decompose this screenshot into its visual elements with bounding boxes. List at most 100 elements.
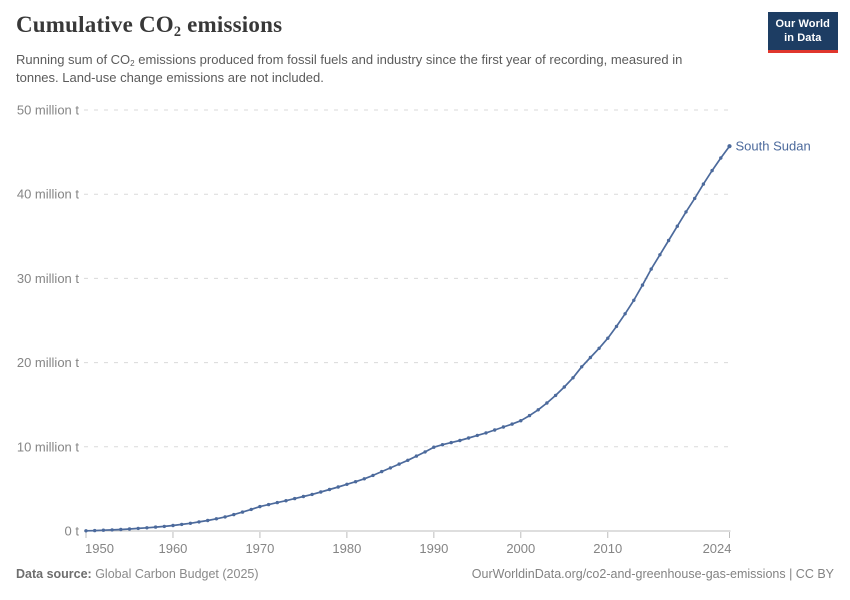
y-axis-tick-label: 0 t	[65, 524, 80, 539]
data-point-marker[interactable]	[371, 473, 375, 478]
series-label-south-sudan[interactable]: South Sudan	[736, 139, 811, 154]
data-point-marker[interactable]	[545, 401, 549, 405]
data-point-marker[interactable]	[345, 482, 349, 486]
data-point-marker[interactable]	[658, 253, 662, 257]
logo-line-2: in Data	[784, 32, 822, 45]
data-point-marker[interactable]	[397, 462, 401, 466]
data-source-value: Global Carbon Budget (2025)	[91, 567, 259, 581]
data-point-marker[interactable]	[336, 485, 340, 489]
data-point-marker[interactable]	[206, 518, 210, 523]
data-source-label: Data source:	[16, 567, 92, 581]
y-axis-tick-label: 30 million t	[17, 271, 80, 286]
data-point-marker[interactable]	[406, 458, 410, 462]
data-point-marker[interactable]	[93, 528, 97, 533]
x-axis-tick-label: 1970	[245, 541, 274, 556]
data-point-marker[interactable]	[519, 419, 523, 423]
data-point-marker[interactable]	[388, 466, 393, 470]
data-point-marker[interactable]	[153, 525, 158, 529]
data-point-marker[interactable]	[475, 433, 479, 438]
owid-logo[interactable]: Our World in Data	[767, 12, 838, 53]
title-text-post: emissions	[181, 12, 283, 37]
data-point-marker[interactable]	[197, 520, 201, 524]
data-point-marker[interactable]	[214, 517, 219, 521]
data-point-marker[interactable]	[301, 494, 306, 499]
x-axis-tick-label: 1980	[332, 541, 361, 556]
data-point-marker[interactable]	[632, 298, 636, 302]
title-text: Cumulative CO	[16, 12, 174, 37]
data-point-marker[interactable]	[553, 393, 558, 398]
data-point-marker[interactable]	[710, 168, 714, 173]
data-point-marker[interactable]	[440, 443, 445, 447]
data-point-marker[interactable]	[666, 238, 671, 243]
x-axis-tick-label: 2010	[593, 541, 622, 556]
data-point-marker[interactable]	[423, 450, 427, 454]
data-point-marker[interactable]	[597, 346, 601, 350]
data-point-marker[interactable]	[362, 477, 366, 481]
data-point-marker[interactable]	[510, 422, 514, 426]
subtitle-text: Running sum of CO	[16, 52, 131, 67]
data-point-marker[interactable]	[232, 512, 236, 517]
data-point-marker[interactable]	[223, 515, 227, 519]
data-point-marker[interactable]	[310, 492, 314, 497]
data-point-marker[interactable]	[675, 224, 679, 228]
data-point-marker[interactable]	[649, 267, 653, 271]
y-axis-tick-label: 50 million t	[17, 103, 80, 118]
data-point-marker[interactable]	[623, 312, 627, 316]
data-point-marker[interactable]	[606, 336, 610, 340]
x-axis-tick-label: 1960	[158, 541, 187, 556]
data-point-marker[interactable]	[562, 385, 566, 389]
data-point-marker[interactable]	[136, 526, 140, 531]
data-point-marker[interactable]	[353, 480, 358, 484]
subtitle-subscript: 2	[130, 59, 135, 68]
data-point-marker[interactable]	[327, 487, 332, 492]
attribution-link[interactable]: OurWorldinData.org/co2-and-greenhouse-ga…	[471, 567, 834, 581]
data-point-marker[interactable]	[258, 504, 262, 509]
data-point-marker[interactable]	[84, 529, 88, 533]
y-axis-tick-label: 40 million t	[17, 187, 80, 202]
data-point-marker[interactable]	[284, 499, 288, 503]
data-point-marker[interactable]	[719, 156, 723, 160]
data-point-marker[interactable]	[414, 454, 419, 458]
data-point-marker[interactable]	[493, 428, 497, 432]
data-point-marker[interactable]	[275, 500, 279, 505]
data-point-marker[interactable]	[458, 438, 462, 443]
data-point-marker[interactable]	[484, 431, 488, 435]
data-point-marker[interactable]	[266, 502, 271, 507]
data-point-marker[interactable]	[449, 440, 453, 445]
data-point-marker[interactable]	[466, 436, 471, 440]
data-point-marker[interactable]	[380, 469, 384, 474]
chart-subtitle: Running sum of CO2 emissions produced fr…	[16, 51, 706, 88]
data-point-marker[interactable]	[701, 182, 706, 186]
data-point-marker[interactable]	[119, 527, 123, 532]
y-axis-tick-label: 20 million t	[17, 355, 80, 370]
data-point-marker[interactable]	[614, 324, 619, 329]
data-point-marker[interactable]	[684, 210, 688, 214]
data-point-marker[interactable]	[101, 528, 106, 532]
data-point-marker[interactable]	[171, 523, 175, 528]
data-point-marker[interactable]	[127, 527, 132, 531]
data-point-marker[interactable]	[571, 376, 575, 380]
x-axis-tick-label: 2000	[506, 541, 535, 556]
data-point-marker[interactable]	[162, 524, 166, 529]
data-point-marker[interactable]	[693, 196, 697, 201]
data-point-marker[interactable]	[432, 445, 436, 449]
data-point-marker[interactable]	[527, 413, 532, 418]
data-point-marker[interactable]	[501, 425, 506, 429]
data-point-marker[interactable]	[640, 283, 645, 287]
data-point-marker[interactable]	[110, 528, 114, 532]
data-point-marker[interactable]	[727, 144, 732, 149]
data-point-marker[interactable]	[536, 408, 540, 412]
data-point-marker[interactable]	[580, 365, 584, 369]
data-point-marker[interactable]	[319, 490, 323, 494]
data-point-marker[interactable]	[145, 526, 149, 530]
data-point-marker[interactable]	[188, 521, 193, 525]
data-point-marker[interactable]	[588, 355, 593, 360]
data-point-marker[interactable]	[240, 510, 245, 514]
emissions-line[interactable]	[85, 145, 731, 532]
page-title: Cumulative CO2 emissions	[16, 12, 283, 40]
subtitle-text-post: emissions produced from fossil fuels and…	[16, 52, 683, 86]
data-point-marker[interactable]	[293, 496, 297, 501]
data-point-marker[interactable]	[180, 522, 184, 527]
data-point-marker[interactable]	[249, 507, 253, 512]
